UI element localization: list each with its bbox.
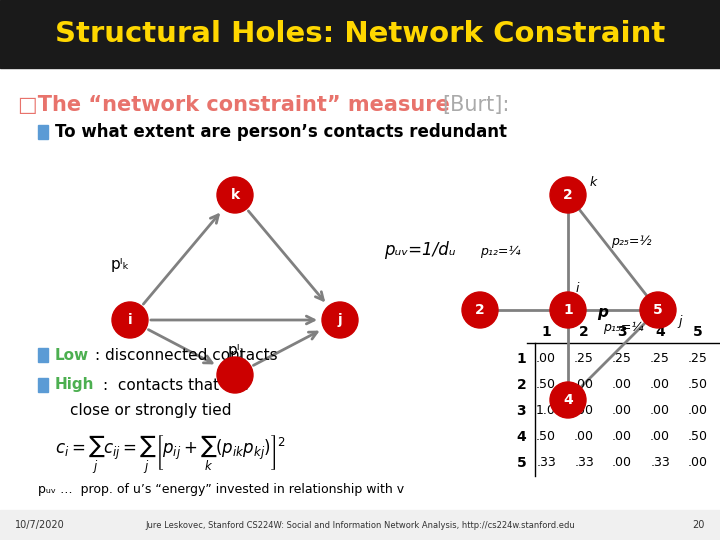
Text: 10/7/2020: 10/7/2020 [15, 520, 65, 530]
Bar [38, 378, 48, 392]
Text: .50: .50 [536, 430, 556, 443]
Text: .00: .00 [688, 404, 708, 417]
Text: 3: 3 [617, 325, 627, 339]
Text: 20: 20 [693, 520, 705, 530]
Text: .00: .00 [612, 404, 632, 417]
Text: .00: .00 [650, 404, 670, 417]
Text: j: j [338, 313, 342, 327]
Text: .00: .00 [612, 430, 632, 443]
Text: 2: 2 [579, 325, 589, 339]
Text: .25: .25 [650, 353, 670, 366]
Text: .00: .00 [612, 456, 632, 469]
Text: .00: .00 [650, 379, 670, 392]
Text: .33: .33 [650, 456, 670, 469]
Text: 1: 1 [516, 352, 526, 366]
Text: :  contacts that are: : contacts that are [103, 377, 249, 393]
Bar [38, 125, 48, 139]
Circle shape [550, 292, 586, 328]
Text: .00: .00 [612, 379, 632, 392]
Text: .00: .00 [574, 379, 594, 392]
Text: 2: 2 [475, 303, 485, 317]
Text: .00: .00 [536, 353, 556, 366]
Circle shape [217, 177, 253, 213]
Text: 1: 1 [563, 303, 573, 317]
Text: .00: .00 [574, 404, 594, 417]
Text: □The “network constraint” measure: □The “network constraint” measure [18, 95, 457, 115]
Text: High: High [55, 377, 94, 393]
Text: Low: Low [55, 348, 89, 362]
Text: p₂₅=½: p₂₅=½ [611, 235, 652, 248]
Text: .50: .50 [536, 379, 556, 392]
Text: .25: .25 [612, 353, 632, 366]
Circle shape [217, 357, 253, 393]
Text: $c_i = \sum_j c_{ij} = \sum_j \left[ p_{ij} + \sum_k \left( p_{ik} p_{kj} \right: $c_i = \sum_j c_{ij} = \sum_j \left[ p_{… [55, 434, 286, 477]
Text: .00: .00 [574, 430, 594, 443]
Text: To what extent are person’s contacts redundant: To what extent are person’s contacts red… [55, 123, 507, 141]
Text: pᴵₖ: pᴵₖ [110, 258, 130, 273]
Text: 4: 4 [516, 430, 526, 444]
Text: .00: .00 [688, 456, 708, 469]
Text: .50: .50 [688, 379, 708, 392]
Circle shape [550, 382, 586, 418]
Text: 2: 2 [516, 378, 526, 392]
Text: .50: .50 [688, 430, 708, 443]
Bar [0, 0, 720, 68]
Text: k: k [230, 188, 240, 202]
Text: 1.0: 1.0 [536, 404, 556, 417]
Text: 5: 5 [516, 456, 526, 470]
Text: 4: 4 [563, 393, 573, 407]
Text: .00: .00 [650, 430, 670, 443]
Text: 5: 5 [693, 325, 703, 339]
Circle shape [550, 177, 586, 213]
Text: p₁₅=¼: p₁₅=¼ [603, 321, 643, 334]
Text: p: p [598, 305, 608, 320]
Text: [Burt]:: [Burt]: [442, 95, 509, 115]
Text: p₁₂=¼: p₁₂=¼ [480, 246, 521, 259]
Text: 2: 2 [563, 188, 573, 202]
Text: Structural Holes: Network Constraint: Structural Holes: Network Constraint [55, 20, 665, 48]
Circle shape [640, 292, 676, 328]
Text: pᵤᵥ=1/dᵤ: pᵤᵥ=1/dᵤ [384, 241, 456, 259]
Text: pᵤᵥ …  prop. of u’s “energy” invested in relationship with v: pᵤᵥ … prop. of u’s “energy” invested in … [38, 483, 404, 496]
Text: .25: .25 [688, 353, 708, 366]
Text: 4: 4 [655, 325, 665, 339]
Text: j: j [678, 315, 682, 328]
Text: .33: .33 [536, 456, 556, 469]
Text: : disconnected contacts: : disconnected contacts [95, 348, 278, 362]
Text: i: i [576, 281, 580, 294]
Text: k: k [590, 177, 598, 190]
Text: i: i [127, 313, 132, 327]
Text: .33: .33 [574, 456, 594, 469]
Text: close or strongly tied: close or strongly tied [70, 402, 232, 417]
Text: .25: .25 [574, 353, 594, 366]
Circle shape [112, 302, 148, 338]
Text: 1: 1 [541, 325, 551, 339]
Circle shape [322, 302, 358, 338]
Bar [0, 510, 720, 540]
Text: 3: 3 [516, 404, 526, 418]
Text: 5: 5 [653, 303, 663, 317]
Text: pᴵⱼ: pᴵⱼ [228, 342, 243, 357]
Text: Jure Leskovec, Stanford CS224W: Social and Information Network Analysis, http://: Jure Leskovec, Stanford CS224W: Social a… [145, 521, 575, 530]
Circle shape [462, 292, 498, 328]
Bar [38, 348, 48, 362]
